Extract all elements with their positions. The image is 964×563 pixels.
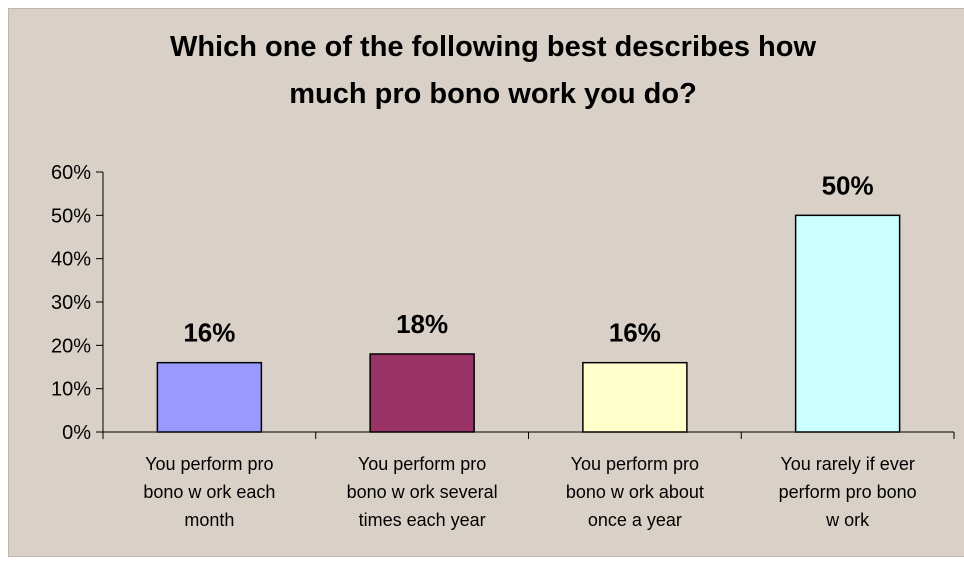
category-label: month	[184, 510, 234, 530]
category-label: times each year	[359, 510, 486, 530]
bar	[156, 361, 263, 433]
bars	[156, 214, 901, 433]
y-tick-label: 0%	[62, 422, 91, 444]
data-label: 18%	[396, 309, 448, 339]
y-tick-label: 40%	[51, 249, 91, 271]
category-label: w ork	[825, 510, 870, 530]
y-tick-label: 10%	[51, 379, 91, 401]
bar	[369, 353, 475, 433]
bar	[794, 214, 901, 433]
category-label: You perform pro	[358, 454, 486, 474]
labels: 16% You perform pro bono w ork each month 18…	[143, 170, 916, 530]
bar	[582, 361, 688, 433]
category-label: bono w ork several	[347, 482, 498, 502]
category-label: You rarely if ever	[780, 454, 914, 474]
category-label: You perform pro	[145, 454, 273, 474]
y-tick-label: 60%	[51, 162, 91, 184]
data-label: 16%	[183, 318, 235, 348]
y-tick-label: 20%	[51, 335, 91, 357]
data-label: 16%	[609, 318, 661, 348]
category-label: once a year	[588, 510, 682, 530]
category-label: bono w ork about	[566, 482, 704, 502]
category-label: bono w ork each	[143, 482, 275, 502]
chart-title-line-2: much pro bono work you do?	[289, 78, 697, 110]
data-label: 50%	[822, 170, 874, 200]
y-tick-label: 50%	[51, 205, 91, 227]
chart-title-line-1: Which one of the following best describe…	[170, 31, 817, 63]
category-label: You perform pro	[571, 454, 699, 474]
category-label: perform pro bono	[779, 482, 917, 502]
y-tick-label: 30%	[51, 292, 91, 314]
